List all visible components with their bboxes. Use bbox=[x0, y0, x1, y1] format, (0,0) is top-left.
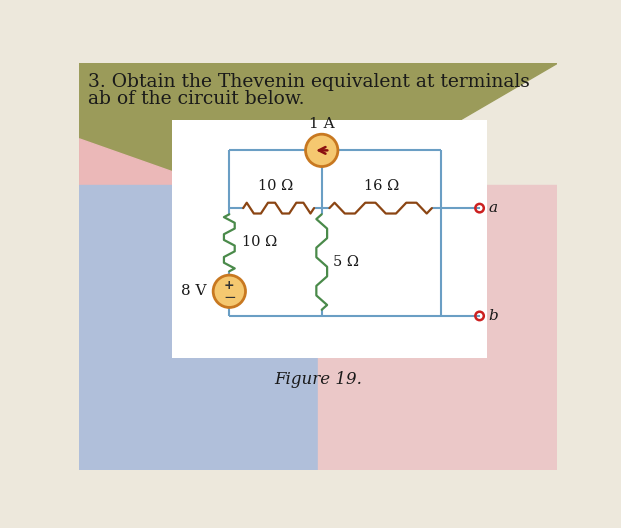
Circle shape bbox=[306, 134, 338, 166]
Text: Figure 19.: Figure 19. bbox=[274, 371, 362, 388]
Bar bbox=[171, 119, 487, 359]
Text: 1 A: 1 A bbox=[309, 117, 335, 131]
Text: 5 Ω: 5 Ω bbox=[332, 255, 358, 269]
Text: 10 Ω: 10 Ω bbox=[242, 234, 277, 249]
Text: 10 Ω: 10 Ω bbox=[258, 178, 293, 193]
Text: +: + bbox=[224, 279, 235, 291]
Text: a: a bbox=[488, 201, 497, 215]
Text: ab of the circuit below.: ab of the circuit below. bbox=[88, 90, 305, 108]
Polygon shape bbox=[79, 63, 558, 185]
Polygon shape bbox=[318, 185, 558, 470]
Text: −: − bbox=[223, 290, 236, 305]
Circle shape bbox=[213, 275, 245, 307]
Text: 16 Ω: 16 Ω bbox=[364, 178, 399, 193]
Polygon shape bbox=[79, 139, 210, 185]
Text: b: b bbox=[488, 309, 498, 323]
Polygon shape bbox=[79, 185, 318, 470]
Text: 3. Obtain the Thevenin equivalent at terminals: 3. Obtain the Thevenin equivalent at ter… bbox=[88, 73, 530, 91]
Text: 8 V: 8 V bbox=[181, 284, 206, 298]
